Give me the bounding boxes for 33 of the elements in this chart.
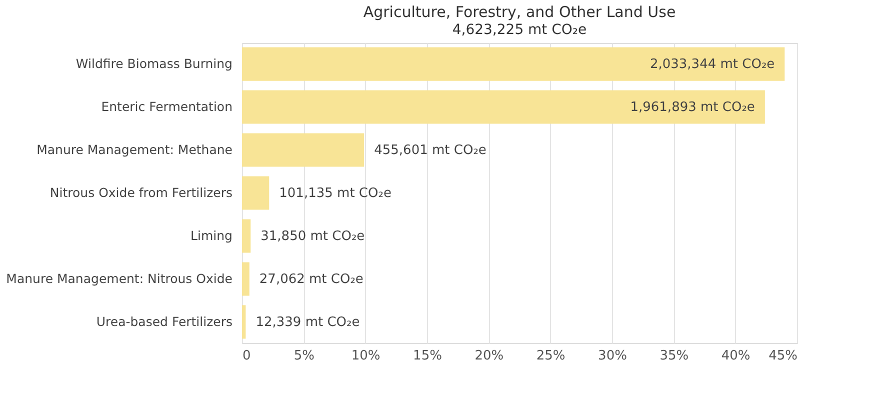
x-tick-label: 30% (598, 348, 627, 364)
x-tick-label: 40% (721, 348, 750, 364)
annotation: 27,062 mt CO₂e (259, 272, 364, 287)
annotation: 12,339 mt CO₂e (256, 314, 360, 330)
bar (242, 47, 785, 81)
bar (242, 305, 246, 339)
bar (242, 262, 250, 296)
y-tick-label: Wildfire Biomass Burning (76, 56, 232, 72)
x-tick-label: 25% (536, 348, 566, 364)
y-tick-label: Manure Management: Nitrous Oxide (6, 270, 233, 286)
chart-subtitle: 4,623,225 mt CO₂e (452, 22, 587, 38)
annotation: 1,961,893 mt CO₂e (630, 100, 755, 116)
x-tick-label: 10% (351, 348, 380, 364)
annotation: 31,850 mt CO₂e (260, 228, 365, 244)
bar (242, 133, 364, 167)
bar (242, 90, 765, 124)
y-tick-label: Liming (190, 228, 232, 243)
x-tick-label: 45% (768, 348, 798, 364)
x-tick-label: 15% (413, 348, 442, 364)
x-tick-label: 0 (242, 348, 251, 364)
x-tick-label: 20% (474, 348, 504, 364)
annotation: 2,033,344 mt CO₂e (650, 57, 775, 72)
x-tick-label: 35% (660, 348, 689, 364)
annotation: 455,601 mt CO₂e (374, 143, 486, 158)
y-tick-label: Manure Management: Methane (36, 142, 233, 158)
bar (242, 176, 270, 210)
y-tick-label: Nitrous Oxide from Fertilizers (50, 185, 232, 200)
chart-title: Agriculture, Forestry, and Other Land Use (363, 3, 676, 21)
annotation: 101,135 mt CO₂e (279, 186, 392, 201)
x-tick-label: 5% (294, 348, 314, 364)
bar (242, 219, 251, 253)
y-tick-label: Urea-based Fertilizers (96, 314, 232, 329)
y-tick-label: Enteric Fermentation (101, 99, 232, 114)
